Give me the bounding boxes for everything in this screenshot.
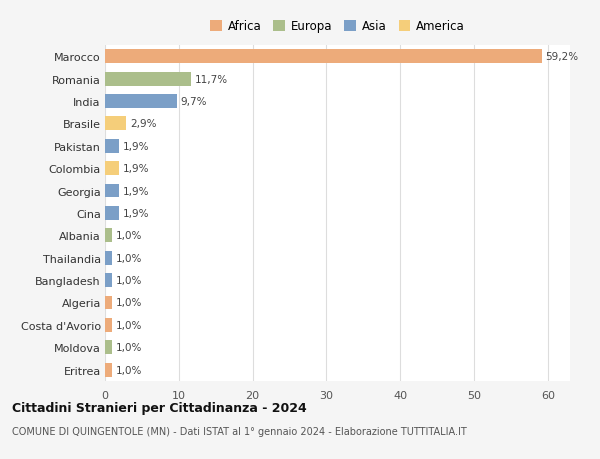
Text: 1,0%: 1,0% [116, 275, 142, 285]
Text: 59,2%: 59,2% [545, 52, 579, 62]
Bar [105, 50, 542, 64]
Text: 1,0%: 1,0% [116, 298, 142, 308]
Text: Cittadini Stranieri per Cittadinanza - 2024: Cittadini Stranieri per Cittadinanza - 2… [12, 401, 307, 414]
Text: 1,9%: 1,9% [123, 164, 149, 174]
Bar [105, 184, 119, 198]
Text: 1,0%: 1,0% [116, 342, 142, 353]
Bar [105, 251, 112, 265]
Bar [105, 73, 191, 86]
Bar [105, 207, 119, 220]
Bar [105, 229, 112, 243]
Text: 1,9%: 1,9% [123, 208, 149, 218]
Text: 1,0%: 1,0% [116, 320, 142, 330]
Bar [105, 363, 112, 377]
Bar [105, 296, 112, 310]
Legend: Africa, Europa, Asia, America: Africa, Europa, Asia, America [210, 20, 465, 34]
Text: 1,0%: 1,0% [116, 231, 142, 241]
Text: 9,7%: 9,7% [180, 97, 207, 107]
Text: COMUNE DI QUINGENTOLE (MN) - Dati ISTAT al 1° gennaio 2024 - Elaborazione TUTTIT: COMUNE DI QUINGENTOLE (MN) - Dati ISTAT … [12, 426, 467, 436]
Bar [105, 117, 127, 131]
Text: 11,7%: 11,7% [195, 74, 228, 84]
Bar [105, 162, 119, 176]
Bar [105, 274, 112, 287]
Bar [105, 95, 176, 109]
Bar [105, 140, 119, 153]
Bar [105, 341, 112, 354]
Bar [105, 318, 112, 332]
Text: 1,9%: 1,9% [123, 186, 149, 196]
Text: 1,9%: 1,9% [123, 141, 149, 151]
Text: 1,0%: 1,0% [116, 253, 142, 263]
Text: 2,9%: 2,9% [130, 119, 157, 129]
Text: 1,0%: 1,0% [116, 365, 142, 375]
